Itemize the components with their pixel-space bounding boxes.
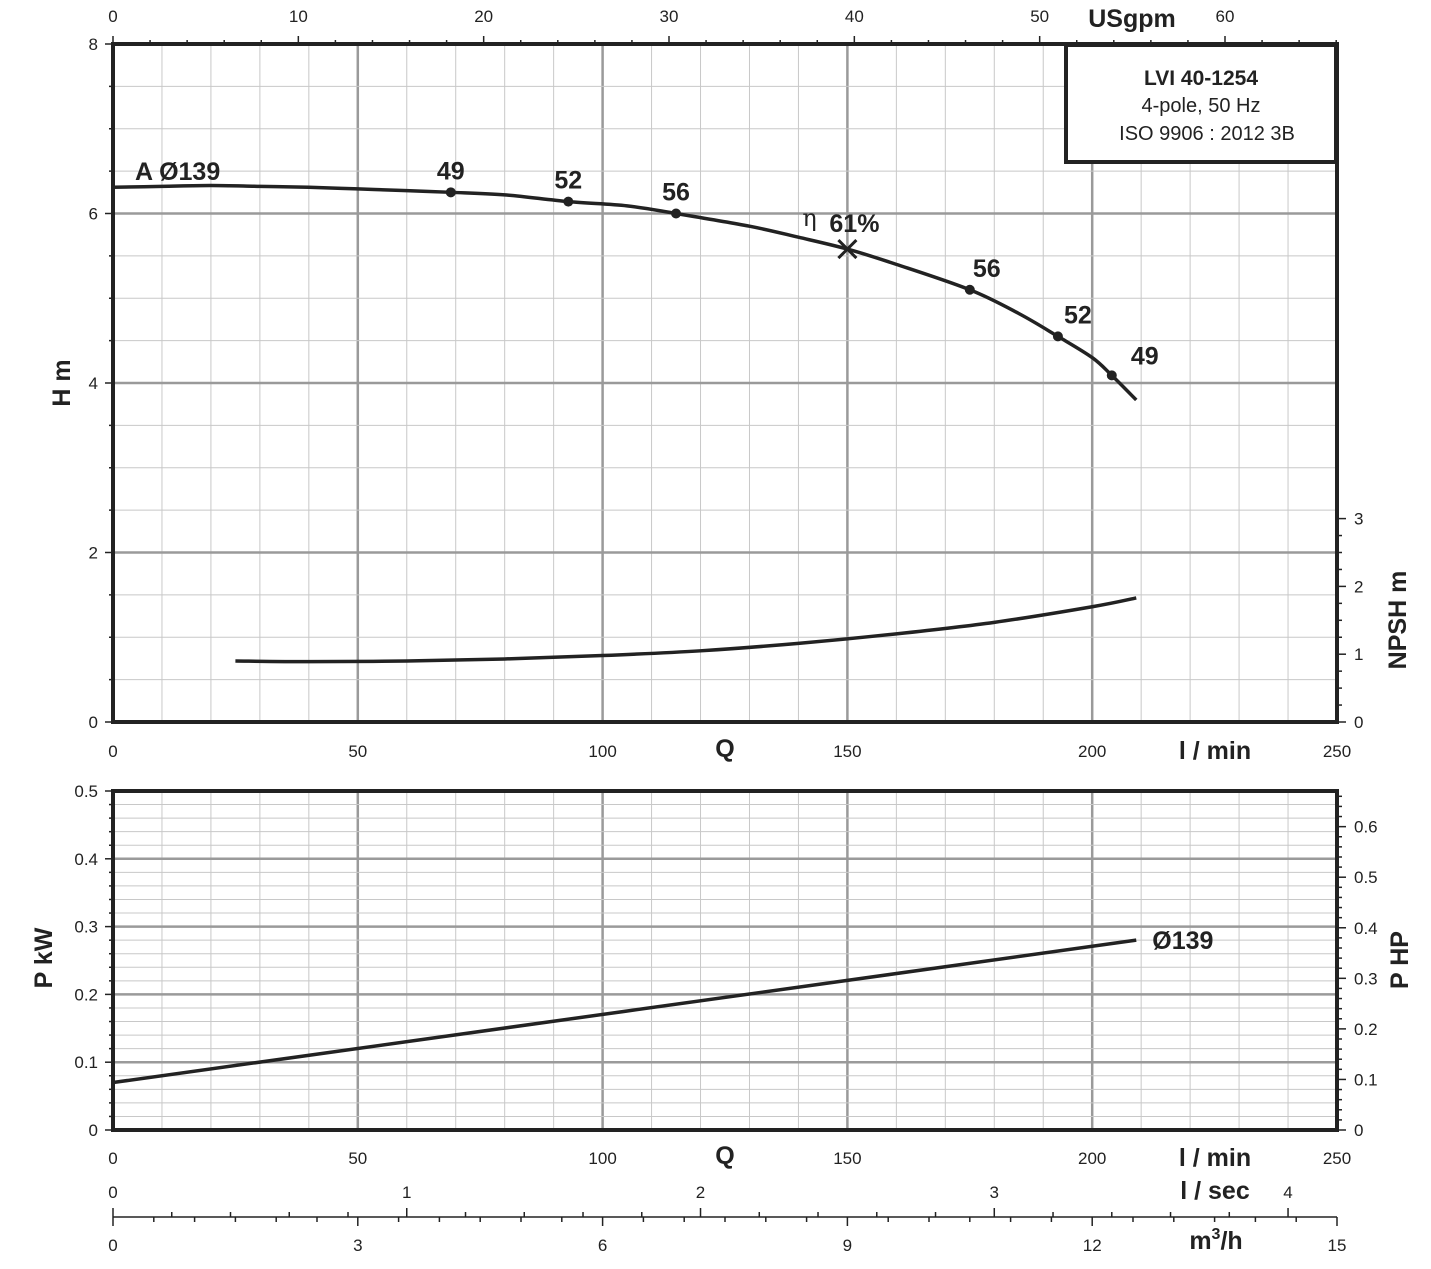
hp-tick-label: 0 (1354, 1121, 1363, 1140)
efficiency-label: 49 (437, 157, 465, 185)
head-y-tick-label: 6 (89, 205, 98, 224)
power-curve-label: Ø139 (1152, 927, 1213, 955)
npsh-tick-label: 0 (1354, 713, 1363, 732)
best-efficiency-marker (837, 239, 858, 260)
usgpm-tick-label: 40 (845, 7, 864, 26)
efficiency-label: 49 (1131, 342, 1159, 370)
efficiency-label: 56 (662, 179, 690, 207)
power-y-tick-label: 0.4 (74, 850, 98, 869)
info-box: LVI 40-1254 4-pole, 50 Hz ISO 9906 : 201… (1064, 43, 1338, 164)
hp-tick-label: 0.6 (1354, 818, 1378, 837)
lsec-tick-label: 4 (1283, 1183, 1292, 1202)
power-y-axis-label: P kW (30, 927, 58, 988)
power-y-tick-label: 0.5 (74, 782, 98, 801)
info-box-title: LVI 40-1254 (1144, 67, 1258, 90)
efficiency-symbol: η (802, 204, 816, 232)
lsec-tick-label: 0 (108, 1183, 117, 1202)
head-x-axis-name: Q (715, 735, 734, 763)
efficiency-label: 52 (554, 167, 582, 195)
power-x-tick-label: 150 (833, 1149, 861, 1168)
usgpm-tick-label: 30 (660, 7, 679, 26)
power-x-tick-label: 200 (1078, 1149, 1106, 1168)
efficiency-point (964, 284, 975, 295)
info-box-line2: ISO 9906 : 2012 3B (1119, 123, 1295, 145)
efficiency-label: 56 (973, 255, 1001, 283)
power-curve (112, 938, 1137, 1085)
m3h-tick-label: 9 (843, 1236, 852, 1255)
power-y-tick-label: 0.1 (74, 1053, 98, 1072)
m3h-tick-label: 15 (1328, 1236, 1347, 1255)
head-x-tick-label: 200 (1078, 742, 1106, 761)
head-y-tick-label: 8 (89, 35, 98, 54)
hp-tick-label: 0.1 (1354, 1070, 1378, 1089)
m3h-tick-label: 12 (1083, 1236, 1102, 1255)
npsh-y-axis-label: NPSH m (1384, 571, 1412, 670)
power-x-tick-label: 0 (108, 1149, 117, 1168)
lsec-tick-label: 3 (990, 1183, 999, 1202)
head-curve (112, 183, 1138, 402)
power-y-tick-label: 0.2 (74, 985, 98, 1004)
hp-tick-label: 0.5 (1354, 868, 1378, 887)
npsh-curve (235, 596, 1137, 664)
hp-tick-label: 0.3 (1354, 969, 1378, 988)
m3h-axis-unit: m3/h (1189, 1226, 1242, 1255)
m3h-tick-label: 3 (353, 1236, 362, 1255)
npsh-tick-label: 1 (1354, 645, 1363, 664)
head-y-axis-label: H m (48, 359, 76, 406)
usgpm-tick-label: 60 (1216, 7, 1235, 26)
power-y-tick-label: 0.3 (74, 918, 98, 937)
efficiency-point (563, 196, 574, 207)
lsec-axis-unit: l / sec (1180, 1177, 1250, 1205)
efficiency-point (671, 208, 682, 219)
head-y-tick-label: 0 (89, 713, 98, 732)
info-box-line1: 4-pole, 50 Hz (1142, 95, 1261, 117)
head-x-tick-label: 150 (833, 742, 861, 761)
efficiency-label: 52 (1064, 301, 1092, 329)
hp-tick-label: 0.2 (1354, 1020, 1378, 1039)
usgpm-tick-label: 10 (289, 7, 308, 26)
power-x-tick-label: 50 (348, 1149, 367, 1168)
power-x-tick-label: 250 (1323, 1149, 1351, 1168)
usgpm-tick-label: 0 (108, 7, 117, 26)
power-x-axis-unit: l / min (1179, 1144, 1251, 1172)
usgpm-tick-label: 20 (474, 7, 493, 26)
efficiency-point (1106, 370, 1117, 381)
head-x-tick-label: 250 (1323, 742, 1351, 761)
head-x-axis-unit: l / min (1179, 737, 1251, 765)
lsec-tick-label: 2 (696, 1183, 705, 1202)
power-plot-frame (111, 789, 1339, 1132)
head-x-tick-label: 50 (348, 742, 367, 761)
head-y-tick-label: 4 (89, 374, 98, 393)
power-x-axis-name: Q (715, 1142, 734, 1170)
lsec-tick-label: 1 (402, 1183, 411, 1202)
usgpm-tick-label: 50 (1030, 7, 1049, 26)
best-efficiency-label: 61% (829, 210, 879, 238)
npsh-tick-label: 2 (1354, 577, 1363, 596)
head-y-tick-label: 2 (89, 544, 98, 563)
efficiency-point (445, 187, 456, 198)
head-x-tick-label: 100 (588, 742, 616, 761)
info-box-frame (1064, 43, 1338, 164)
grid-layer (111, 42, 1339, 1132)
head-x-tick-label: 0 (108, 742, 117, 761)
efficiency-point (1052, 331, 1063, 342)
head-curve-label: A Ø139 (135, 158, 220, 186)
power-hp-y-axis-label: P HP (1386, 931, 1414, 989)
power-y-tick-label: 0 (89, 1121, 98, 1140)
npsh-tick-label: 3 (1354, 510, 1363, 529)
top-axis-unit: USgpm (1088, 5, 1176, 33)
curve-layer: A Ø139 Ø139 49 52 56 56 52 49 η 61% (112, 157, 1213, 1085)
hp-tick-label: 0.4 (1354, 919, 1378, 938)
m3h-tick-label: 0 (108, 1236, 117, 1255)
power-x-tick-label: 100 (588, 1149, 616, 1168)
m3h-tick-label: 6 (598, 1236, 607, 1255)
